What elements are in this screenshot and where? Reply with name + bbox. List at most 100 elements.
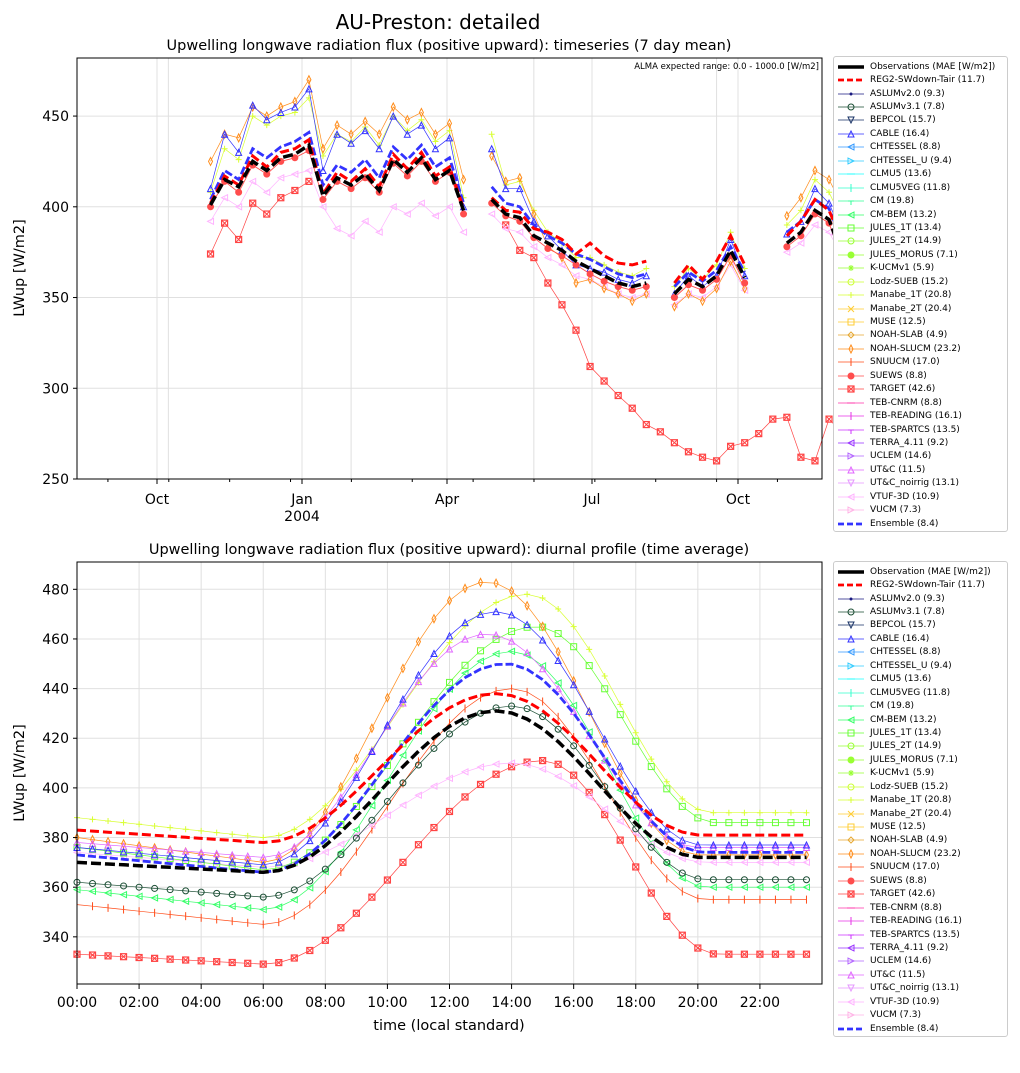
data-point (540, 621, 546, 632)
x-tick-label: Oct (726, 492, 751, 508)
data-point (771, 843, 780, 851)
legend-swatch (838, 742, 864, 750)
marker-cross (647, 889, 655, 897)
data-point (524, 591, 531, 598)
legend-marker (847, 810, 855, 817)
data-point (694, 814, 702, 822)
data-point (167, 824, 174, 831)
x-tick-label: 12:00 (429, 995, 469, 1011)
legend-item: VTUF-3D (10.9) (837, 490, 1003, 503)
data-point (206, 250, 215, 258)
legend-item: UT&C_noirrig (13.1) (837, 477, 1003, 490)
data-point (523, 648, 531, 657)
timeseries-legend: Observations (MAE [W/m2]) REG2-SWdown-Tai… (833, 56, 1008, 533)
data-point (663, 858, 671, 866)
data-point (756, 809, 763, 816)
legend-marker (847, 890, 855, 898)
legend-item: MUSE (12.5) (837, 820, 1003, 833)
data-point (337, 820, 345, 828)
timeseries-ylabel: LWup [W/m2] (12, 219, 28, 316)
data-point (678, 802, 686, 810)
marker-cross (787, 950, 795, 958)
data-point (476, 657, 485, 665)
data-point (399, 695, 407, 703)
data-point (383, 798, 391, 806)
data-point (614, 391, 622, 400)
data-point (725, 819, 733, 827)
data-point (642, 271, 651, 280)
data-point (352, 834, 360, 842)
data-point (663, 778, 670, 785)
legend-swatch (838, 934, 864, 939)
y-tick-label: 450 (42, 109, 69, 125)
data-point (337, 924, 345, 932)
marker-cross (353, 909, 360, 917)
data-point (460, 669, 469, 677)
data-point (120, 849, 128, 857)
data-point (212, 856, 221, 865)
data-point (353, 753, 359, 764)
legend-swatch (838, 385, 864, 393)
data-point (384, 692, 390, 703)
legend-item: K-UCMv1 (5.9) (837, 262, 1003, 275)
data-point (647, 889, 655, 897)
marker-cross (544, 279, 552, 287)
legend-swatch (838, 492, 864, 501)
marker-cross (213, 958, 221, 966)
data-point (714, 283, 720, 294)
data-point (529, 242, 538, 251)
data-point (103, 889, 112, 897)
data-point (445, 202, 453, 211)
marker-cross (769, 415, 777, 423)
data-point (150, 850, 159, 859)
data-point (628, 293, 636, 302)
data-point (699, 296, 706, 307)
data-point (213, 889, 221, 897)
data-point (678, 931, 686, 939)
data-point (337, 793, 345, 801)
data-point (362, 116, 368, 127)
data-point (647, 839, 655, 848)
legend-label: CHTESSEL_U (9.4) (870, 155, 952, 166)
data-point (243, 904, 252, 912)
legend-swatch (838, 621, 864, 630)
marker-cross (694, 944, 702, 952)
data-point (278, 101, 284, 113)
legend-swatch (838, 210, 864, 219)
legend-marker (846, 492, 855, 501)
legend-swatch (838, 957, 864, 966)
legend-item: CLMU5VEG (11.8) (837, 686, 1003, 699)
marker-cross (671, 439, 678, 447)
data-point (725, 840, 733, 849)
data-point (248, 177, 257, 186)
data-point (740, 840, 749, 849)
data-point (292, 96, 298, 107)
data-point (796, 239, 805, 247)
timeseries-series (206, 74, 876, 465)
legend-swatch (838, 917, 864, 926)
legend-label: K-UCMv1 (5.9) (870, 768, 935, 779)
legend-label: JULES_1T (13.4) (870, 727, 942, 738)
data-point (522, 760, 531, 769)
data-point (572, 326, 580, 334)
data-point (724, 858, 733, 867)
data-point (755, 858, 764, 867)
data-point (769, 415, 777, 423)
legend-swatch (838, 251, 864, 259)
data-point (694, 806, 701, 813)
data-point (585, 793, 593, 801)
legend-label: CLMU5VEG (11.8) (870, 687, 951, 698)
legend-label: TEB-SPARTCS (13.5) (870, 929, 960, 940)
data-point (811, 176, 818, 183)
legend-marker (848, 292, 854, 299)
legend-label: SNUUCM (17.0) (870, 862, 940, 873)
data-point (802, 950, 811, 958)
data-point (508, 702, 516, 710)
data-point (538, 661, 547, 670)
series-line (490, 198, 647, 289)
data-point (555, 606, 562, 613)
legend-item: UT&C (11.5) (837, 463, 1003, 476)
data-point (375, 228, 383, 237)
data-point (206, 217, 215, 226)
legend-marker (848, 265, 854, 272)
